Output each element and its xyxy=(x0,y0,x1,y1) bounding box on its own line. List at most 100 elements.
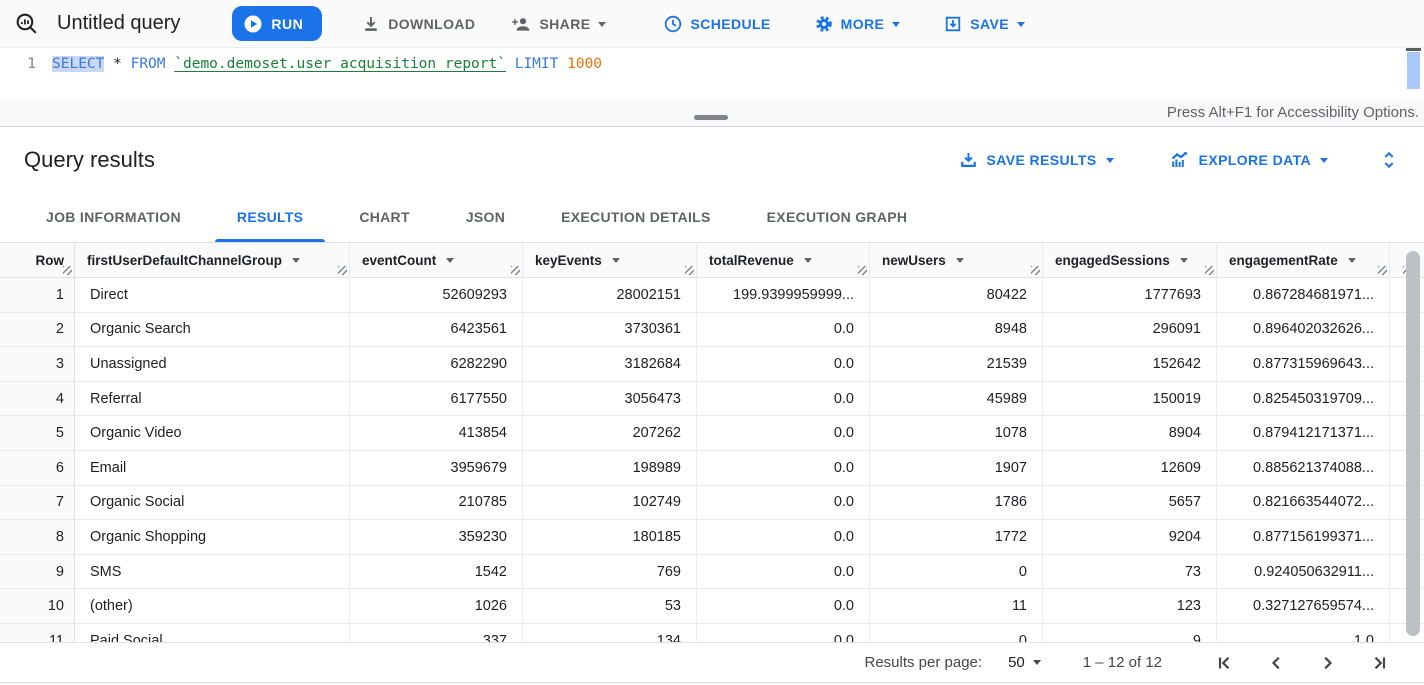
row-number-cell: 7 xyxy=(0,485,75,520)
column-header-newUsers[interactable]: newUsers xyxy=(870,243,1043,277)
data-cell: 0.885621374088... xyxy=(1217,450,1390,485)
data-cell: 134 xyxy=(523,623,697,642)
column-header-engagementRate[interactable]: engagementRate xyxy=(1217,243,1390,277)
share-button[interactable]: SHARE xyxy=(499,6,618,42)
chart-icon xyxy=(1170,151,1190,169)
grid-scrollbar[interactable] xyxy=(1406,251,1420,636)
column-header-keyEvents[interactable]: keyEvents xyxy=(523,243,697,277)
query-toolbar: Untitled query RUN DOWNLOAD xyxy=(0,0,1424,48)
previous-page-button[interactable] xyxy=(1250,653,1302,673)
data-cell: 150019 xyxy=(1043,381,1217,416)
data-cell: 198989 xyxy=(523,450,697,485)
chevron-right-icon xyxy=(1318,653,1338,673)
editor-scrollbar-thumb[interactable] xyxy=(1407,52,1420,89)
table-row: 3 Unassigned 6282290 3182684 0.0 21539 152642 0… xyxy=(0,347,1424,382)
play-icon xyxy=(244,15,262,33)
expand-collapse-button[interactable] xyxy=(1380,149,1398,171)
explore-data-button[interactable]: EXPLORE DATA xyxy=(1170,151,1328,169)
data-cell: 0.0 xyxy=(697,347,870,381)
tab-job-information[interactable]: JOB INFORMATION xyxy=(24,192,203,242)
column-menu-icon[interactable] xyxy=(955,258,964,267)
tab-execution-details[interactable]: EXECUTION DETAILS xyxy=(539,192,733,242)
column-menu-icon[interactable] xyxy=(1347,258,1356,267)
page-size-select[interactable]: 50 xyxy=(1008,654,1041,671)
last-page-button[interactable] xyxy=(1354,653,1406,673)
save-results-button[interactable]: SAVE RESULTS xyxy=(959,151,1114,169)
column-header-Row[interactable]: Row xyxy=(0,243,75,277)
query-results-title: Query results xyxy=(24,146,155,172)
chevron-down-icon xyxy=(1032,660,1041,669)
data-cell: 0.327127659574... xyxy=(1217,589,1390,623)
column-header-engagedSessions[interactable]: engagedSessions xyxy=(1043,243,1217,277)
column-resize-handle[interactable] xyxy=(1378,266,1387,275)
row-number-cell: 1 xyxy=(0,278,75,312)
column-header-label: newUsers xyxy=(882,252,946,268)
column-header-firstUserDefaultChannelGroup[interactable]: firstUserDefaultChannelGroup xyxy=(75,243,350,277)
query-results-header: Query results SAVE RESULTS EXPLORE DATA xyxy=(0,127,1424,192)
row-number-cell: 9 xyxy=(0,554,75,589)
clock-icon xyxy=(664,15,682,33)
grid-scrollbar-thumb[interactable] xyxy=(1406,251,1420,636)
chevron-down-icon xyxy=(892,21,901,31)
sql-table-link[interactable]: `demo.demoset.user_acquisition_report` xyxy=(174,56,506,72)
data-cell: 152642 xyxy=(1043,347,1217,381)
schedule-button[interactable]: SCHEDULE xyxy=(652,6,782,42)
data-cell: 0.0 xyxy=(697,520,870,554)
tab-results[interactable]: RESULTS xyxy=(214,192,326,242)
data-cell: 21539 xyxy=(870,347,1043,381)
save-button[interactable]: SAVE xyxy=(932,6,1037,42)
data-cell: 53 xyxy=(523,589,697,623)
row-number-cell: 3 xyxy=(0,347,75,381)
save-icon xyxy=(944,15,962,33)
first-page-button[interactable] xyxy=(1198,653,1250,673)
column-menu-icon[interactable] xyxy=(1179,258,1188,267)
data-cell: 296091 xyxy=(1043,312,1217,347)
data-cell: 0 xyxy=(870,554,1043,589)
column-header-eventCount[interactable]: eventCount xyxy=(350,243,523,277)
column-resize-handle[interactable] xyxy=(858,266,867,275)
splitter-drag-handle[interactable] xyxy=(694,115,728,120)
data-cell: 207262 xyxy=(523,416,697,450)
data-cell: 8948 xyxy=(870,312,1043,347)
unfold-icon xyxy=(1380,149,1398,171)
column-header-totalRevenue[interactable]: totalRevenue xyxy=(697,243,870,277)
column-resize-handle[interactable] xyxy=(685,266,694,275)
column-resize-handle[interactable] xyxy=(63,266,72,275)
column-resize-handle[interactable] xyxy=(511,266,520,275)
table-row: 6 Email 3959679 198989 0.0 1907 12609 0.8856213… xyxy=(0,450,1424,486)
query-magnifier-icon xyxy=(14,11,39,36)
column-menu-icon[interactable] xyxy=(803,258,812,267)
data-cell: 1786 xyxy=(870,485,1043,520)
column-resize-handle[interactable] xyxy=(1205,266,1214,275)
table-row: 9 SMS 1542 769 0.0 0 73 0.924050632911... xyxy=(0,554,1424,590)
editor-scrollbar-corner xyxy=(1406,48,1421,51)
column-resize-handle[interactable] xyxy=(1031,266,1040,275)
data-cell: 210785 xyxy=(350,485,523,520)
sql-limit-value: 1000 xyxy=(567,56,603,72)
tab-json[interactable]: JSON xyxy=(444,192,527,242)
data-cell: 0.877156199371... xyxy=(1217,520,1390,554)
sql-star: * xyxy=(113,56,122,72)
more-button[interactable]: MORE xyxy=(803,6,913,42)
sql-editor-line[interactable]: SELECT * FROM `demo.demoset.user_acquisi… xyxy=(52,48,602,100)
data-cell: 0.825450319709... xyxy=(1217,381,1390,416)
column-menu-icon[interactable] xyxy=(611,258,620,267)
tab-chart[interactable]: CHART xyxy=(337,192,432,242)
column-menu-icon[interactable] xyxy=(446,258,455,267)
data-cell: 3056473 xyxy=(523,381,697,416)
data-cell: 1026 xyxy=(350,589,523,623)
page-range-label: 1 – 12 of 12 xyxy=(1082,654,1162,671)
column-resize-handle[interactable] xyxy=(338,266,347,275)
download-button[interactable]: DOWNLOAD xyxy=(350,6,487,42)
data-cell: 199.9399959999... xyxy=(697,278,870,312)
tab-execution-graph[interactable]: EXECUTION GRAPH xyxy=(745,192,930,242)
row-number-cell: 4 xyxy=(0,381,75,416)
data-cell: 337 xyxy=(350,623,523,642)
column-menu-icon[interactable] xyxy=(292,258,301,267)
data-cell: 11 xyxy=(870,589,1043,623)
column-header-label: engagedSessions xyxy=(1055,252,1170,268)
next-page-button[interactable] xyxy=(1302,653,1354,673)
query-title[interactable]: Untitled query xyxy=(57,12,181,34)
run-button[interactable]: RUN xyxy=(232,6,323,41)
accessibility-hint: Press Alt+F1 for Accessibility Options. xyxy=(1166,104,1419,121)
